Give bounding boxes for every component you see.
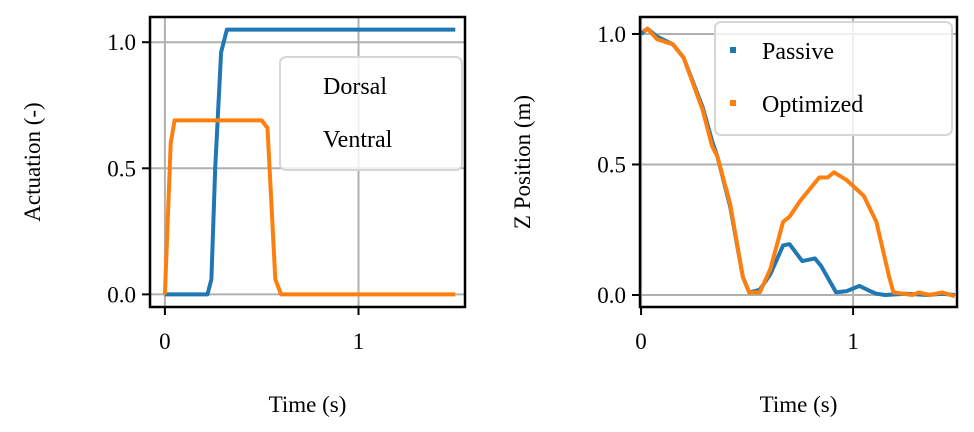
- legend-label: Passive: [762, 39, 834, 65]
- x-tick-label: 0: [635, 329, 647, 354]
- subplot-1: 0 1 0.0 0.5 1.0 Dorsal Ventral Time (s) Actuatio…: [20, 15, 467, 417]
- legend-marker-passive: [730, 47, 736, 53]
- legend-label: Dorsal: [323, 74, 387, 100]
- series-line-dorsal: [164, 27, 456, 297]
- y-tick-label: 0.5: [107, 156, 136, 181]
- series-line-optimized: [642, 26, 956, 299]
- y-tick-label: 0.0: [597, 283, 626, 308]
- axes-frame: [148, 15, 467, 309]
- y-tick-label: 0.0: [107, 282, 136, 307]
- axes-frame: [638, 15, 959, 309]
- y-axis-label: Z Position (m): [510, 95, 535, 229]
- subplot-2: 0 1 0.0 0.5 1.0 Passive Optimized Time (s) Z Pos…: [510, 15, 959, 417]
- x-axis-label: Time (s): [269, 392, 347, 417]
- x-axis-label: Time (s): [760, 392, 838, 417]
- legend: Passive Optimized: [714, 21, 953, 136]
- y-tick-label: 0.5: [597, 152, 626, 177]
- legend: Dorsal Ventral: [279, 56, 463, 171]
- legend-label: Optimized: [762, 92, 863, 118]
- y-tick-label: 1.0: [107, 30, 136, 55]
- legend-box: [714, 21, 953, 136]
- series-line-ventral: [162, 118, 456, 297]
- x-tick-label: 1: [353, 329, 365, 354]
- y-tick-label: 1.0: [597, 22, 626, 47]
- legend-label: Ventral: [323, 127, 393, 153]
- legend-box: [279, 56, 463, 171]
- legend-marker-optimized: [730, 100, 736, 106]
- x-tick-label: 0: [159, 329, 171, 354]
- y-axis-label: Actuation (-): [20, 102, 45, 221]
- x-tick-label: 1: [847, 329, 859, 354]
